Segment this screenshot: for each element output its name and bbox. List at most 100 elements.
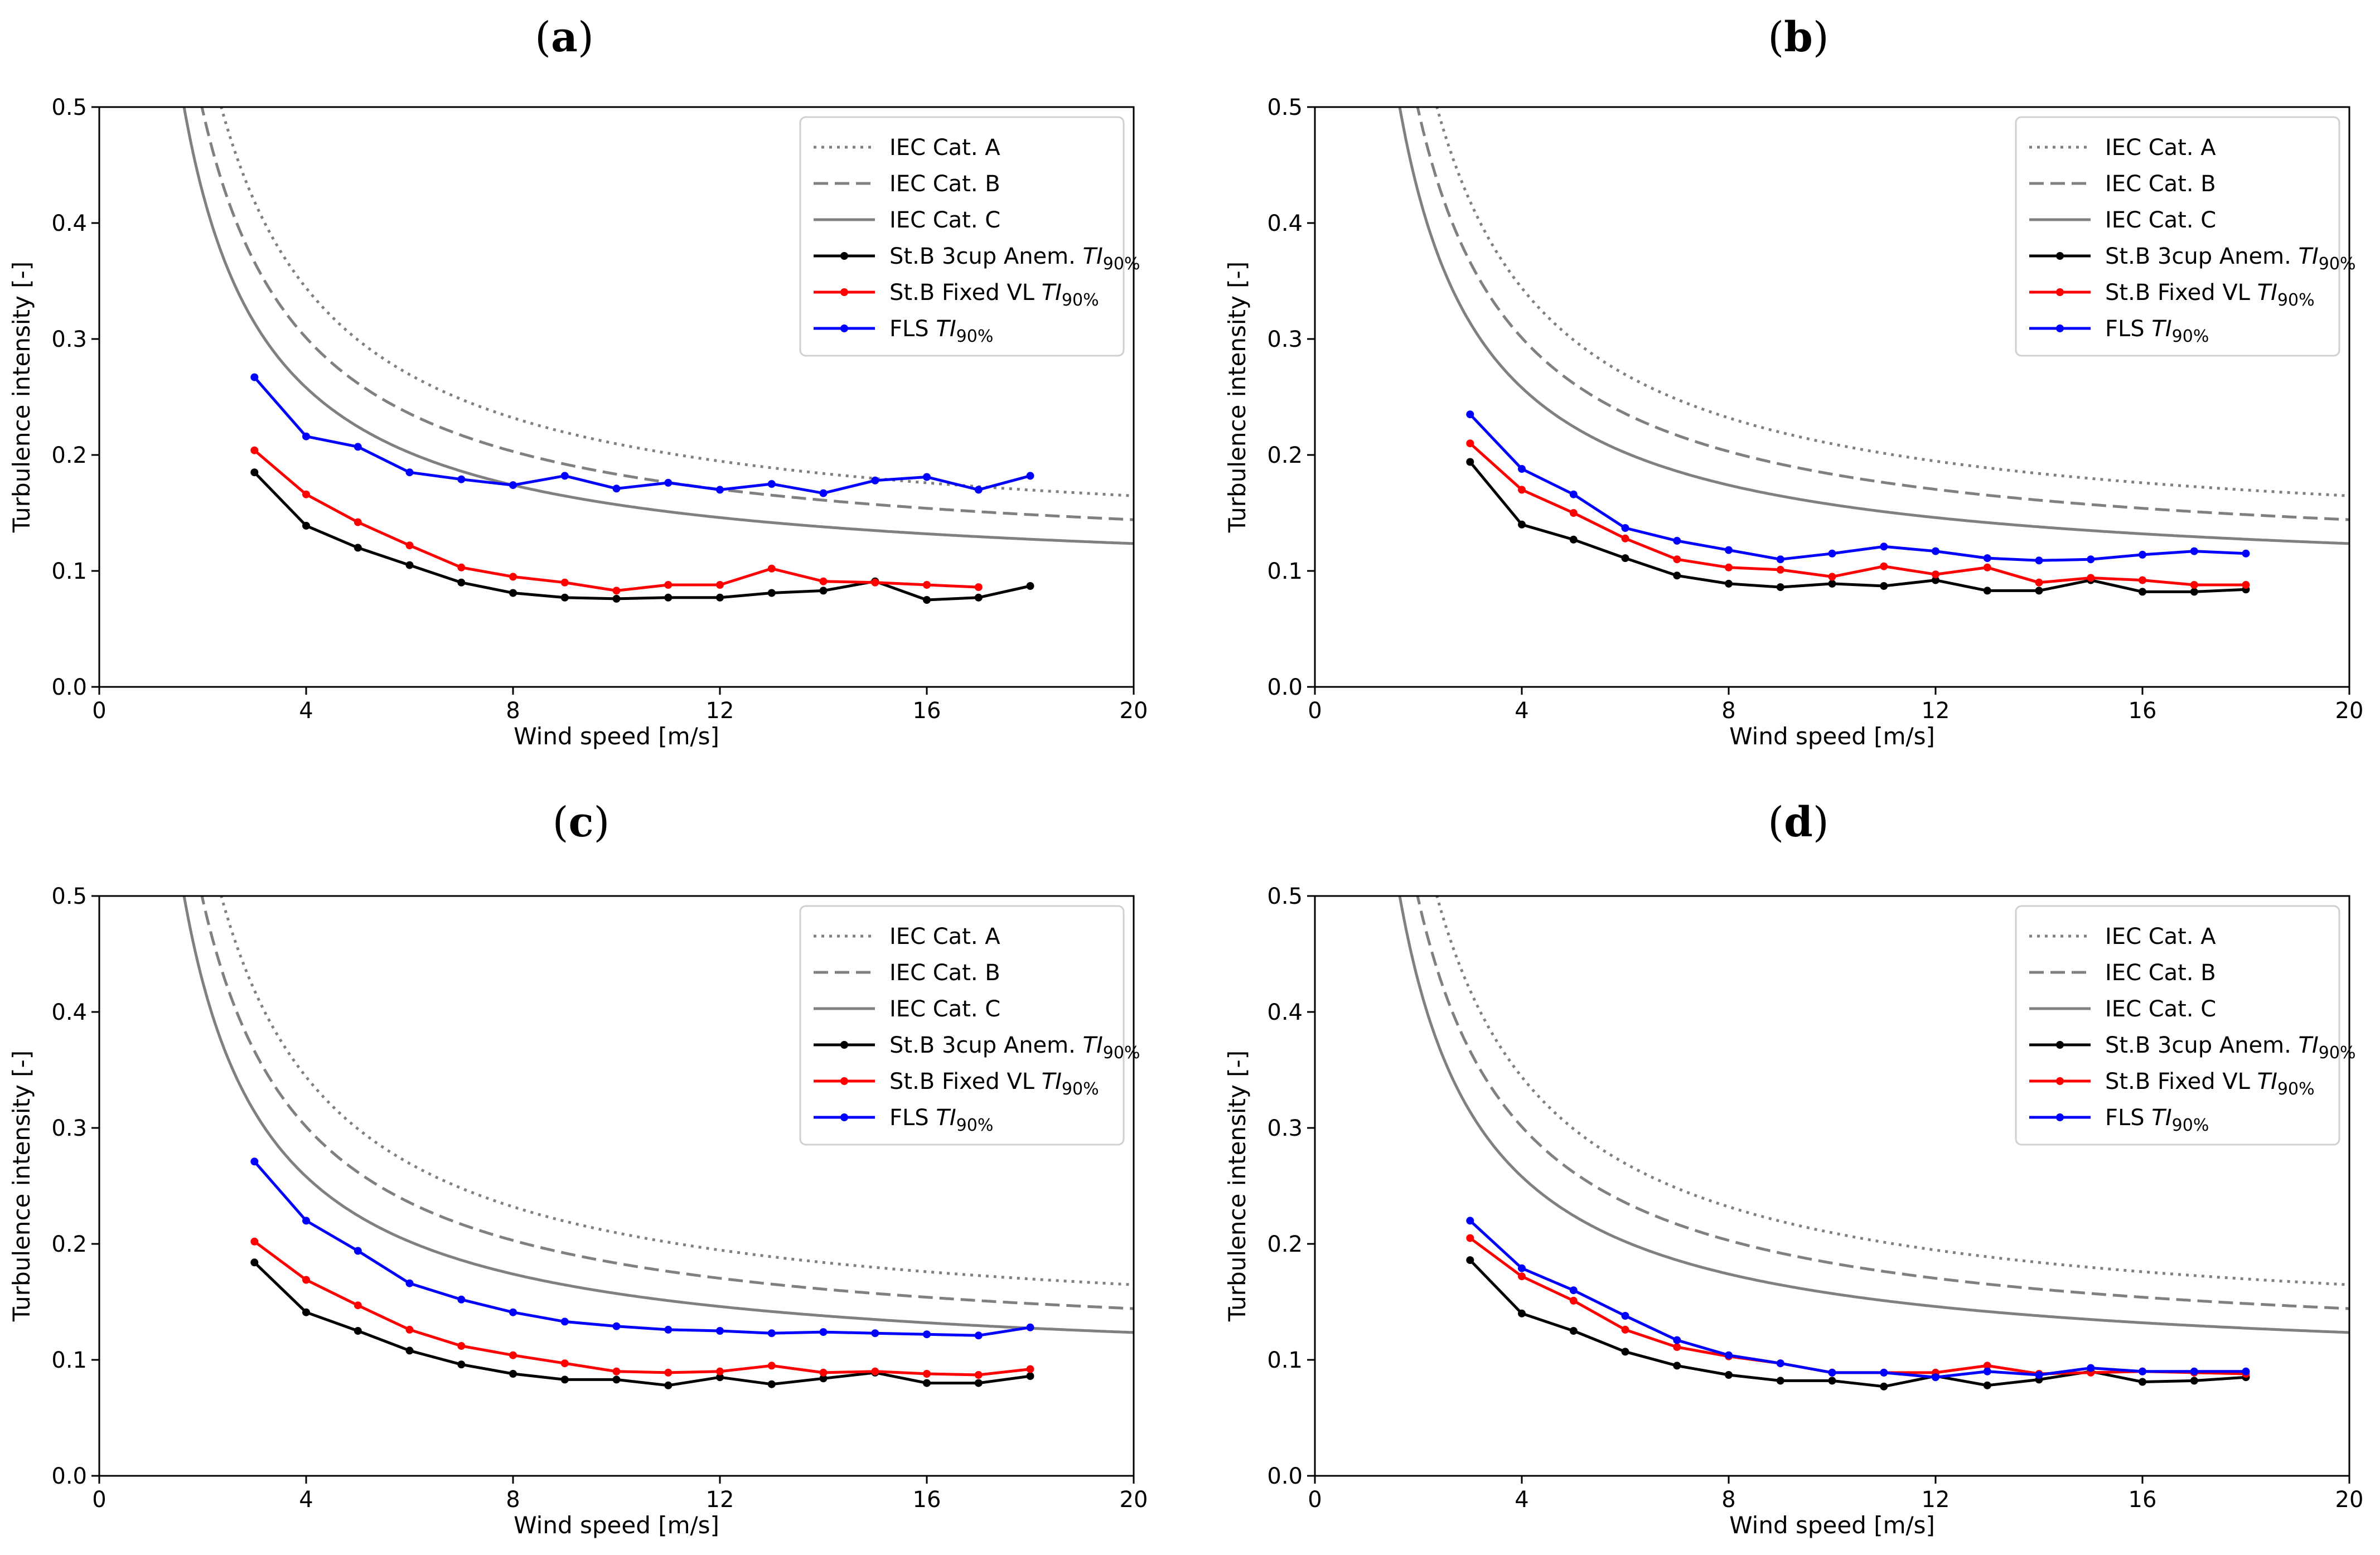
data-point-fls xyxy=(612,485,621,493)
data-point-vl xyxy=(1828,573,1836,581)
data-point-vl xyxy=(871,578,879,587)
data-point-vl xyxy=(1569,509,1578,517)
legend-marker-vl xyxy=(840,288,848,296)
legend: IEC Cat. A IEC Cat. B IEC Cat. C St.B 3cup … xyxy=(2015,116,2355,357)
data-point-fls xyxy=(1518,1264,1526,1272)
series-fls xyxy=(250,373,1034,497)
legend-box xyxy=(2015,116,2340,357)
iec-cat-c-curve xyxy=(1398,107,2349,545)
x-tick-label: 12 xyxy=(1922,698,1950,724)
legend-text: St.B 3cup Anem. xyxy=(2105,1033,2299,1058)
legend-text: IEC Cat. C xyxy=(2105,996,2216,1022)
legend-text: IEC Cat. A xyxy=(2105,135,2216,161)
series-vl xyxy=(250,1237,1034,1379)
chart-panel-b: (b) 0 4 8 12 16 20 0.0 0.1 0.2 0.3 0.4 0.5 Wind speed… xyxy=(1223,13,2363,750)
data-point-cup xyxy=(560,1375,569,1384)
legend-text: IEC Cat. B xyxy=(889,171,1000,197)
x-tick-label: 16 xyxy=(913,698,941,724)
data-point-fls xyxy=(457,1295,466,1304)
x-tick-label: 0 xyxy=(92,698,106,724)
legend-text: IEC Cat. B xyxy=(2105,960,2216,986)
data-point-fls xyxy=(612,1322,621,1330)
x-tick-label: 20 xyxy=(1120,1487,1148,1513)
data-point-cup xyxy=(1518,520,1526,529)
data-point-fls xyxy=(354,443,362,451)
legend-label-cup: St.B 3cup Anem. TI90% xyxy=(2105,244,2355,274)
legend: IEC Cat. A IEC Cat. B IEC Cat. C St.B 3cup … xyxy=(799,116,1140,357)
legend-text: IEC Cat. A xyxy=(889,135,1000,161)
series-vl xyxy=(1466,1234,2250,1378)
legend-text: IEC Cat. A xyxy=(2105,924,2216,950)
legend-label-fls: FLS TI90% xyxy=(2105,316,2209,346)
legend-label-iec_b: IEC Cat. B xyxy=(2105,960,2216,986)
data-point-fls xyxy=(974,1331,983,1340)
data-point-vl xyxy=(405,541,414,550)
panel-label: (b) xyxy=(1768,13,1829,61)
data-point-vl xyxy=(1673,555,1681,564)
legend-label-iec_c: IEC Cat. C xyxy=(2105,207,2216,233)
data-point-fls xyxy=(2242,549,2250,558)
x-tick-label: 8 xyxy=(506,698,520,724)
data-point-vl xyxy=(354,518,362,526)
data-point-fls xyxy=(923,1330,931,1339)
data-point-cup xyxy=(354,544,362,552)
series-fls xyxy=(1466,410,2250,565)
x-tick-label: 0 xyxy=(1308,1487,1322,1513)
data-point-vl xyxy=(509,573,517,581)
iec-cat-c-curve xyxy=(1398,896,2349,1334)
x-tick-label: 8 xyxy=(1721,1487,1735,1513)
legend-text: IEC Cat. C xyxy=(2105,207,2216,233)
data-point-vl xyxy=(1776,565,1784,574)
panel-label-letter: c xyxy=(568,798,593,846)
legend-label-iec_c: IEC Cat. C xyxy=(2105,996,2216,1022)
series-line-cup xyxy=(253,471,1031,602)
legend-label-vl: St.B Fixed VL TI90% xyxy=(889,1069,1099,1099)
legend-label-iec_a: IEC Cat. A xyxy=(2105,924,2216,950)
legend-text: St.B Fixed VL xyxy=(889,1069,1042,1094)
data-point-vl xyxy=(767,564,776,573)
data-point-cup xyxy=(1983,587,1991,595)
data-point-cup xyxy=(664,593,673,602)
data-point-fls xyxy=(457,475,466,483)
y-tick-label: 0.2 xyxy=(1267,1232,1303,1257)
data-point-fls xyxy=(354,1247,362,1255)
y-axis-label: Turbulence intensity [-] xyxy=(8,1050,35,1322)
data-point-cup xyxy=(2035,587,2043,595)
data-point-cup xyxy=(767,1380,776,1388)
y-axis-label: Turbulence intensity [-] xyxy=(8,261,35,533)
data-point-fls xyxy=(716,1327,724,1335)
data-point-fls xyxy=(1725,546,1733,554)
legend-text: IEC Cat. B xyxy=(2105,171,2216,197)
iec-cat-a-curve xyxy=(1435,896,2349,1286)
legend-text: St.B 3cup Anem. xyxy=(2105,244,2299,269)
data-point-fls xyxy=(716,486,724,494)
data-point-cup xyxy=(1673,1362,1681,1370)
data-point-cup xyxy=(974,593,983,602)
legend-text: IEC Cat. C xyxy=(889,207,1000,233)
data-point-cup xyxy=(509,1370,517,1378)
data-point-fls xyxy=(1776,555,1784,564)
data-point-fls xyxy=(1828,549,1836,558)
data-point-cup xyxy=(1466,458,1474,466)
panel-label-letter: d xyxy=(1784,798,1813,846)
x-tick-label: 16 xyxy=(2129,1487,2157,1513)
panel-label-close: ) xyxy=(1813,798,1829,846)
iec-cat-b-curve xyxy=(1416,896,2349,1310)
data-point-fls xyxy=(302,432,310,440)
data-point-vl xyxy=(1725,563,1733,571)
legend-ti: TI xyxy=(936,316,956,342)
legend-label-fls: FLS TI90% xyxy=(889,1105,993,1135)
data-point-fls xyxy=(1673,536,1681,545)
y-tick-label: 0.2 xyxy=(51,443,87,468)
data-point-fls xyxy=(923,473,931,481)
legend-label-iec_b: IEC Cat. B xyxy=(2105,171,2216,197)
data-point-vl xyxy=(560,1359,569,1368)
y-tick-label: 0.5 xyxy=(1267,95,1303,120)
series-fls xyxy=(250,1157,1034,1340)
legend-text: FLS xyxy=(2105,316,2151,342)
x-tick-label: 8 xyxy=(506,1487,520,1513)
legend-label-cup: St.B 3cup Anem. TI90% xyxy=(889,244,1140,274)
legend-subscript: 90% xyxy=(2172,327,2209,346)
legend-marker-fls xyxy=(2056,324,2064,332)
legend-subscript: 90% xyxy=(2319,254,2356,274)
